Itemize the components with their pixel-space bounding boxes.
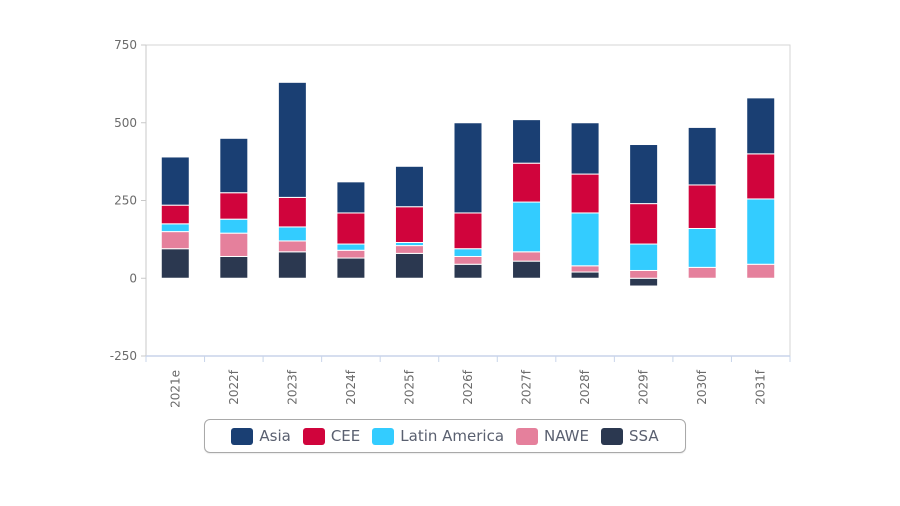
bar-segment-asia bbox=[160, 156, 190, 206]
bar-segment-cee bbox=[453, 212, 483, 250]
x-tick-label: 2021e bbox=[168, 370, 182, 408]
bar-segment-ssa bbox=[277, 251, 307, 279]
legend-item-cee[interactable]: CEE bbox=[302, 427, 361, 445]
bar-segment-ssa bbox=[336, 257, 366, 279]
x-tick-label: 2031f bbox=[754, 369, 768, 405]
bar-segment-nawe bbox=[512, 251, 542, 262]
bar-segment-ssa bbox=[160, 248, 190, 279]
legend-label-nawe: NAWE bbox=[544, 427, 589, 445]
bar-segment-asia bbox=[512, 119, 542, 164]
x-axis-ticks: 2021e 2022f 2023f 2024f 2025f 2026f 2027f 2028f… bbox=[145, 356, 791, 408]
bar-segment-cee bbox=[746, 153, 776, 200]
legend-item-nawe[interactable]: NAWE bbox=[516, 427, 589, 445]
bar-segment-asia bbox=[219, 137, 249, 194]
bar-segment-latin-america bbox=[746, 198, 776, 265]
legend: Asia CEE Latin America NAWE SSA bbox=[204, 419, 686, 453]
y-axis-ticks: -250 0 250 500 750 bbox=[110, 38, 146, 363]
bar-segment-cee bbox=[687, 184, 717, 229]
bar-segment-nawe bbox=[277, 240, 307, 253]
bar-segment-nawe bbox=[570, 265, 600, 273]
bar-segment-cee bbox=[160, 204, 190, 225]
legend-swatch-cee bbox=[302, 427, 325, 445]
bar-segment-ssa bbox=[570, 271, 600, 279]
legend-label-cee: CEE bbox=[330, 427, 361, 445]
bar-segment-cee bbox=[219, 192, 249, 220]
legend-item-latin-america[interactable]: Latin America bbox=[372, 427, 504, 445]
legend-swatch-latin-america bbox=[372, 427, 395, 445]
bar-segment-ssa bbox=[512, 260, 542, 279]
bar-segment-ssa bbox=[453, 263, 483, 279]
legend-item-asia[interactable]: Asia bbox=[231, 427, 291, 445]
bar-segment-nawe bbox=[219, 232, 249, 257]
bar-segment-asia bbox=[394, 165, 424, 208]
bar-segment-nawe bbox=[629, 269, 659, 279]
legend-swatch-nawe bbox=[516, 427, 539, 445]
bar-segment-nawe bbox=[687, 266, 717, 279]
bar-segment-nawe bbox=[336, 249, 366, 259]
x-tick-label: 2028f bbox=[578, 369, 592, 405]
legend-item-ssa[interactable]: SSA bbox=[601, 427, 659, 445]
bar-segment-cee bbox=[277, 196, 307, 228]
bar-segment-cee bbox=[336, 212, 366, 245]
bar-segment-asia bbox=[687, 126, 717, 186]
bar-segment-nawe bbox=[160, 231, 190, 250]
y-tick-label: 0 bbox=[129, 271, 137, 285]
bar-segment-asia bbox=[746, 97, 776, 155]
bar-segment-asia bbox=[277, 81, 307, 198]
bars bbox=[160, 81, 776, 287]
legend-swatch-asia bbox=[231, 427, 254, 445]
y-tick-label: 250 bbox=[114, 194, 137, 208]
bar-segment-latin-america bbox=[336, 243, 366, 251]
x-tick-label: 2029f bbox=[637, 369, 651, 405]
bar-segment-cee bbox=[570, 173, 600, 214]
bar-segment-latin-america bbox=[629, 243, 659, 271]
bar-segment-latin-america bbox=[687, 227, 717, 268]
x-tick-label: 2024f bbox=[344, 369, 358, 405]
bar-segment-cee bbox=[629, 203, 659, 245]
bar-segment-asia bbox=[336, 181, 366, 214]
bar-segment-latin-america bbox=[453, 248, 483, 257]
bar-segment-ssa bbox=[219, 255, 249, 279]
bar-segment-nawe bbox=[394, 245, 424, 254]
bar-segment-cee bbox=[512, 162, 542, 203]
x-tick-label: 2027f bbox=[520, 369, 534, 405]
y-tick-label: 750 bbox=[114, 38, 137, 52]
bar-segment-nawe bbox=[746, 263, 776, 279]
x-tick-label: 2023f bbox=[285, 369, 299, 405]
bar-segment-nawe bbox=[453, 255, 483, 265]
x-tick-label: 2026f bbox=[461, 369, 475, 405]
y-tick-label: 500 bbox=[114, 116, 137, 130]
y-tick-label: -250 bbox=[110, 349, 137, 363]
legend-swatch-ssa bbox=[601, 427, 623, 445]
bar-segment-latin-america bbox=[219, 218, 249, 234]
stacked-bar-chart: -250 0 250 500 750 2021e 2022f 2023f 2024f 2025f… bbox=[110, 38, 791, 408]
bar-segment-latin-america bbox=[160, 223, 190, 233]
legend-label-ssa: SSA bbox=[629, 427, 659, 445]
bar-segment-ssa bbox=[394, 252, 424, 279]
x-tick-label: 2025f bbox=[402, 369, 416, 405]
x-tick-label: 2022f bbox=[227, 369, 241, 405]
legend-label-latin-america: Latin America bbox=[400, 427, 505, 445]
bar-segment-asia bbox=[453, 122, 483, 214]
bar-segment-asia bbox=[570, 122, 600, 175]
bar-segment-ssa bbox=[629, 277, 659, 287]
bar-segment-cee bbox=[394, 206, 424, 243]
bar-segment-latin-america bbox=[277, 226, 307, 242]
bar-segment-asia bbox=[629, 144, 659, 205]
x-tick-label: 2030f bbox=[695, 369, 709, 405]
bar-segment-latin-america bbox=[512, 201, 542, 253]
legend-label-asia: Asia bbox=[259, 427, 291, 445]
bar-segment-latin-america bbox=[570, 212, 600, 267]
